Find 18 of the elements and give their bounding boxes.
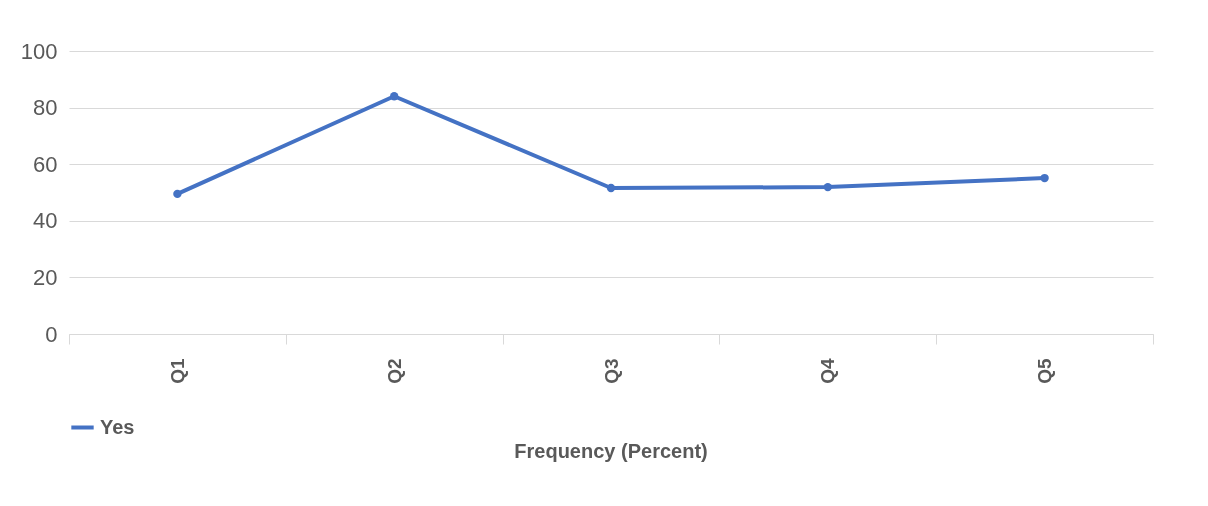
- y-tick-label: 60: [33, 151, 58, 177]
- point: [390, 92, 399, 101]
- y-tick-label: 40: [33, 208, 58, 234]
- x-tick-label: Q4: [817, 358, 839, 384]
- point: [606, 183, 616, 193]
- point: [173, 189, 182, 199]
- y-tick-label: 0: [45, 321, 58, 347]
- point: [1040, 173, 1049, 183]
- x-tick-label: Q1: [166, 358, 188, 384]
- y-tick-label: 20: [33, 264, 58, 290]
- x-tick-label: Q3: [600, 358, 622, 384]
- x-tick-label: Q2: [383, 358, 405, 384]
- legend-label: Yes: [100, 415, 135, 438]
- point: [823, 182, 832, 192]
- x-axis-title: Frequency (Percent): [514, 440, 708, 462]
- x-tick-label: Q5: [1034, 358, 1056, 384]
- y-tick-label: 80: [33, 95, 58, 121]
- y-tick-label: 100: [20, 38, 58, 64]
